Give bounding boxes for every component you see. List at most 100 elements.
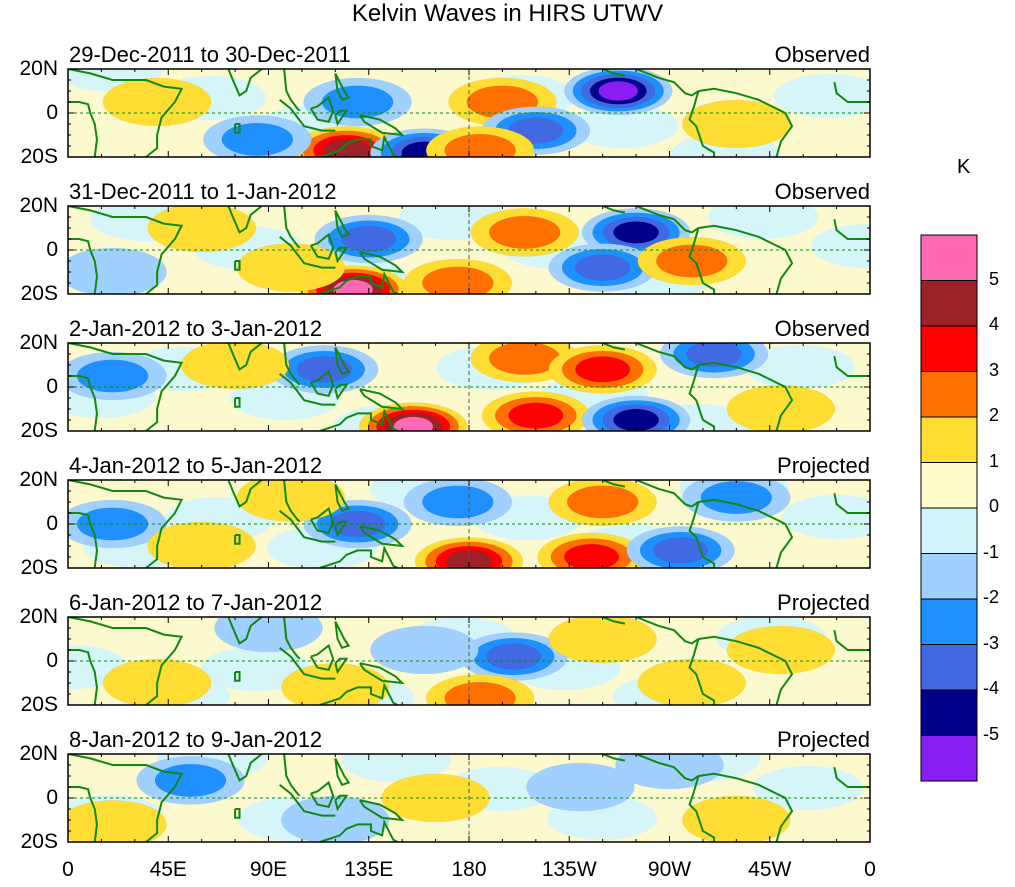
anomaly-contour	[481, 391, 591, 431]
coastline	[309, 232, 335, 260]
colorbar-units: K	[957, 156, 971, 178]
coastline	[227, 754, 263, 782]
anomaly-contour	[147, 206, 256, 253]
y-tick-label: 20N	[19, 742, 58, 765]
anomaly-contour	[68, 800, 167, 842]
colorbar-label: -1	[983, 541, 1000, 562]
panel-date-label: 8-Jan-2012 to 9-Jan-2012	[69, 727, 323, 752]
anomaly-contour	[682, 795, 791, 842]
coastline	[68, 754, 184, 842]
coastline	[234, 808, 241, 819]
anomaly-contour	[682, 480, 791, 522]
coastline	[334, 757, 351, 787]
coastline	[319, 545, 399, 568]
colorbar-label: -2	[983, 587, 1000, 607]
coastline	[319, 819, 399, 842]
coastline	[602, 69, 626, 77]
colorbar-label: 0	[989, 496, 1000, 516]
y-tick-label: 0	[46, 786, 58, 809]
coastline	[283, 754, 301, 797]
y-tick-label: 0	[46, 649, 58, 672]
coastline	[334, 483, 351, 513]
coastline	[279, 236, 336, 269]
map-panel	[67, 479, 871, 569]
anomaly-contour	[425, 126, 535, 157]
anomaly-band	[774, 74, 870, 118]
y-tick-label: 20S	[20, 693, 58, 716]
y-tick-label: 20N	[19, 605, 58, 628]
anomaly-contour	[526, 762, 635, 812]
chart-title: Kelvin Waves in HIRS UTWV	[351, 0, 664, 27]
coastline	[833, 493, 870, 514]
coastline	[319, 408, 399, 431]
panel-type-label: Projected	[777, 727, 870, 752]
coastline	[833, 356, 870, 377]
coastline	[688, 775, 716, 842]
x-tick-label: 0	[864, 858, 876, 881]
anomaly-contour	[726, 384, 836, 431]
anomaly-band	[745, 345, 855, 389]
coastline	[635, 617, 700, 645]
anomaly-contour	[470, 208, 579, 257]
panel-type-label: Observed	[774, 179, 870, 204]
coastline	[309, 643, 335, 671]
anomaly-contour	[425, 674, 535, 705]
coastline	[833, 767, 870, 788]
x-tick-label: 90W	[647, 858, 692, 881]
coastline	[68, 617, 184, 705]
coastline	[359, 799, 405, 822]
coastline	[602, 617, 626, 625]
y-tick-label: 20N	[19, 57, 58, 80]
anomaly-contour	[68, 247, 167, 294]
colorbar-swatch	[920, 507, 978, 554]
colorbar-label: 2	[989, 405, 1000, 425]
colorbar-label: 1	[989, 450, 1000, 471]
colorbar-label: 4	[989, 314, 1000, 334]
anomaly-contour	[548, 617, 657, 664]
colorbar-swatch	[920, 234, 978, 281]
x-tick-label: 45W	[748, 858, 792, 881]
coastline	[698, 498, 794, 568]
anomaly-contour	[403, 258, 513, 294]
anomaly-contour	[726, 625, 836, 675]
coastline	[309, 95, 335, 123]
coastline	[698, 772, 794, 842]
panel-type-label: Observed	[774, 42, 870, 67]
anomaly-contour	[370, 625, 479, 675]
coastline	[234, 534, 241, 545]
y-tick-label: 0	[46, 238, 58, 261]
anomaly-contour	[147, 521, 256, 568]
coastline	[698, 361, 794, 431]
colorbar-swatch	[920, 462, 978, 509]
anomaly-contour	[548, 345, 657, 394]
anomaly-band	[782, 495, 870, 539]
anomaly-contour	[180, 343, 290, 390]
anomaly-contour	[537, 532, 646, 568]
coastline	[283, 69, 301, 112]
coastline	[698, 635, 794, 705]
coastline	[227, 69, 263, 97]
anomaly-contour	[359, 402, 468, 431]
coastline	[68, 649, 98, 705]
y-tick-label: 0	[46, 375, 58, 398]
coastline	[283, 480, 301, 523]
coastline	[359, 114, 405, 137]
y-tick-label: 20S	[20, 419, 58, 442]
coastline	[309, 506, 335, 534]
coastline	[68, 238, 98, 294]
coastline	[688, 90, 716, 157]
x-tick-label: 0	[62, 858, 74, 881]
coastline	[334, 620, 351, 650]
anomaly-contour	[303, 77, 412, 127]
coastline	[698, 87, 794, 157]
coastline	[309, 780, 335, 808]
coastline	[334, 346, 351, 376]
colorbar-swatch	[920, 644, 978, 691]
coastline	[68, 343, 184, 431]
coastline	[334, 246, 349, 264]
coastline	[279, 784, 336, 817]
coastline	[234, 260, 241, 271]
coastline	[68, 206, 184, 294]
coastline	[635, 69, 700, 97]
colorbar-label: 3	[989, 359, 1000, 380]
